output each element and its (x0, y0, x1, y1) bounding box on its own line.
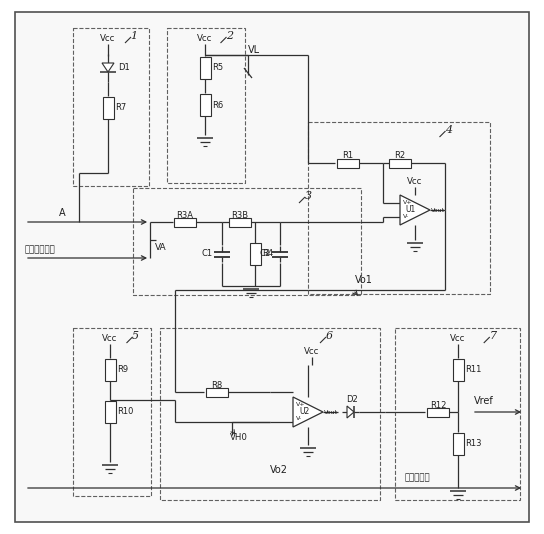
Text: R11: R11 (466, 365, 482, 374)
Bar (73, 28, 149, 186)
Bar (453, 359, 463, 381)
Text: U2: U2 (299, 407, 309, 417)
Text: R4: R4 (263, 249, 274, 258)
Bar (427, 407, 449, 417)
Text: R10: R10 (118, 407, 134, 417)
Bar (102, 97, 114, 119)
Bar (200, 57, 211, 79)
Text: Vref: Vref (474, 396, 494, 406)
Text: Vcc: Vcc (197, 34, 213, 43)
Bar (200, 94, 211, 116)
Text: C2: C2 (260, 249, 271, 258)
Bar (229, 217, 251, 226)
Polygon shape (347, 406, 354, 418)
Text: V-: V- (296, 417, 302, 421)
Text: R13: R13 (466, 439, 482, 449)
Polygon shape (293, 397, 323, 427)
Bar (160, 328, 380, 500)
Polygon shape (400, 195, 430, 225)
Bar (337, 159, 359, 168)
Bar (104, 359, 115, 381)
Text: R1: R1 (342, 152, 354, 161)
Text: A: A (59, 208, 65, 218)
Bar (174, 217, 196, 226)
Text: R12: R12 (430, 400, 446, 410)
Text: V-: V- (403, 215, 409, 219)
Bar (206, 388, 228, 397)
Text: R3A: R3A (176, 210, 194, 219)
Text: 2: 2 (226, 31, 233, 41)
Text: VL: VL (248, 45, 260, 55)
Text: Vout: Vout (324, 410, 338, 414)
Polygon shape (102, 63, 114, 72)
Text: 自调光控制器: 自调光控制器 (25, 246, 55, 255)
Text: R9: R9 (118, 365, 128, 374)
Bar (395, 328, 520, 500)
Bar (389, 159, 411, 168)
Text: 至调光电路: 至调光电路 (404, 473, 430, 482)
Text: R7: R7 (115, 104, 127, 113)
Text: Vcc: Vcc (407, 177, 423, 186)
Text: V+: V+ (403, 200, 412, 206)
Bar (250, 243, 261, 265)
Text: 6: 6 (325, 331, 332, 341)
Text: R5: R5 (213, 64, 224, 73)
Text: R6: R6 (213, 100, 224, 109)
Text: VA: VA (155, 244, 166, 253)
Bar (308, 122, 490, 294)
Bar (453, 433, 463, 455)
Text: VH0: VH0 (230, 433, 248, 442)
Text: 3: 3 (305, 191, 312, 201)
Text: Vcc: Vcc (100, 34, 116, 43)
Text: R8: R8 (212, 381, 222, 389)
Text: D1: D1 (118, 64, 130, 73)
Text: Vo2: Vo2 (270, 465, 288, 475)
Text: 5: 5 (132, 331, 139, 341)
Bar (73, 328, 151, 496)
Text: R3B: R3B (231, 210, 249, 219)
Text: 1: 1 (131, 31, 138, 41)
Text: 4: 4 (445, 125, 452, 135)
Bar (167, 28, 245, 183)
Bar (104, 401, 115, 423)
Text: U1: U1 (406, 206, 416, 215)
Text: Vo1: Vo1 (355, 275, 373, 285)
Text: 7: 7 (489, 331, 496, 341)
Text: Vout: Vout (431, 208, 445, 213)
Text: C1: C1 (202, 249, 213, 258)
Text: D2: D2 (346, 395, 358, 404)
Text: R2: R2 (394, 152, 406, 161)
Text: V+: V+ (296, 403, 306, 407)
Text: Vcc: Vcc (450, 334, 466, 343)
Text: Vcc: Vcc (102, 334, 118, 343)
Bar (133, 188, 361, 295)
Text: Vcc: Vcc (304, 347, 320, 356)
